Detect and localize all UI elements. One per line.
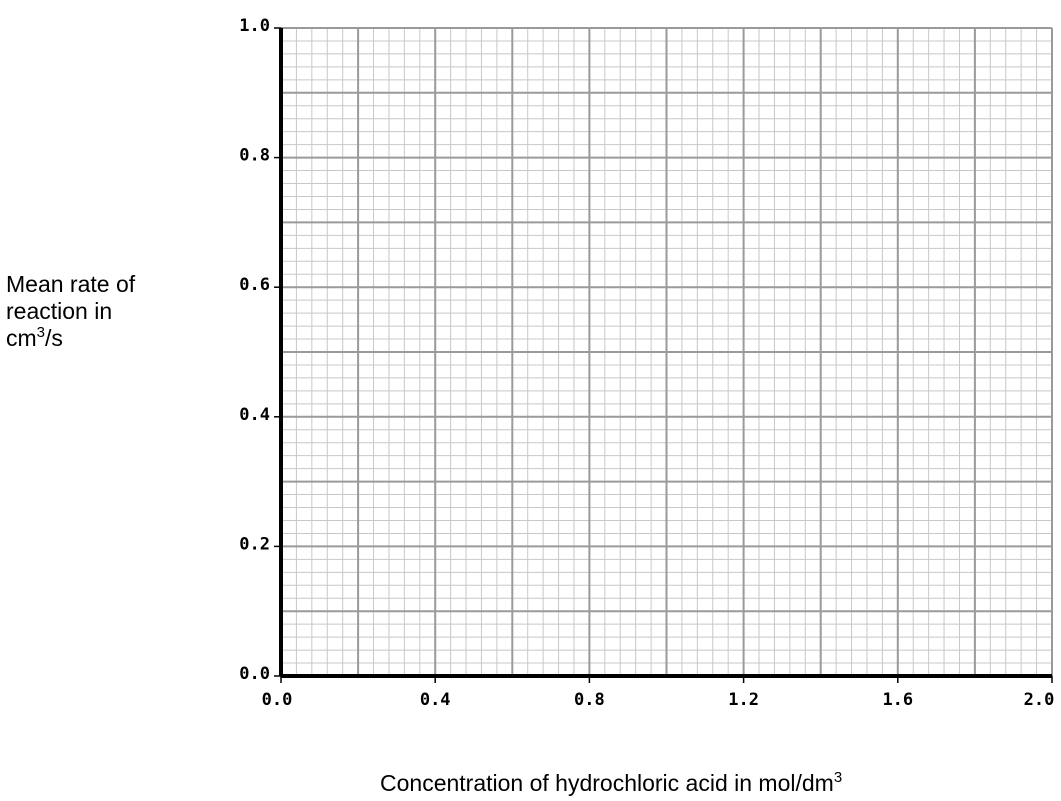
x-tick-label: 1.2	[728, 690, 759, 710]
x-axis-label: Concentration of hydrochloric acid in mo…	[380, 770, 842, 797]
tick-labels: 0.0 0.2 0.4 0.6 0.8 1.0 0.0 0.4 0.8 1.2 1.6 2.0	[239, 16, 1054, 710]
x-axis-label-text: Concentration of hydrochloric acid in mo…	[380, 770, 834, 796]
x-tick-label: 1.6	[882, 690, 913, 710]
major-gridlines	[281, 27, 1053, 676]
x-tick-label: 2.0	[1024, 690, 1055, 710]
y-unit-tail: /s	[45, 325, 63, 351]
x-axis-label-superscript: 3	[833, 769, 843, 786]
y-tick-label: 0.4	[239, 405, 270, 425]
axes	[279, 28, 1052, 678]
y-tick-label: 0.2	[239, 534, 270, 554]
y-tick-label: 1.0	[239, 16, 270, 36]
y-axis-label-line-2: reaction in	[6, 298, 113, 324]
y-tick-label: 0.8	[239, 146, 270, 166]
y-tick-label: 0.6	[239, 275, 270, 295]
y-tick-label: 0.0	[239, 664, 270, 684]
y-unit-superscript: 3	[36, 324, 46, 341]
y-axis-label: Mean rate of reaction in cm3/s	[6, 271, 196, 352]
y-unit-base: cm	[6, 325, 37, 351]
x-tick-label: 0.8	[574, 690, 605, 710]
x-tick-label: 0.4	[420, 690, 451, 710]
x-tick-label: 0.0	[262, 690, 293, 710]
y-axis-label-unit: cm3/s	[6, 325, 196, 352]
y-axis-label-line-1: Mean rate of	[6, 271, 136, 297]
